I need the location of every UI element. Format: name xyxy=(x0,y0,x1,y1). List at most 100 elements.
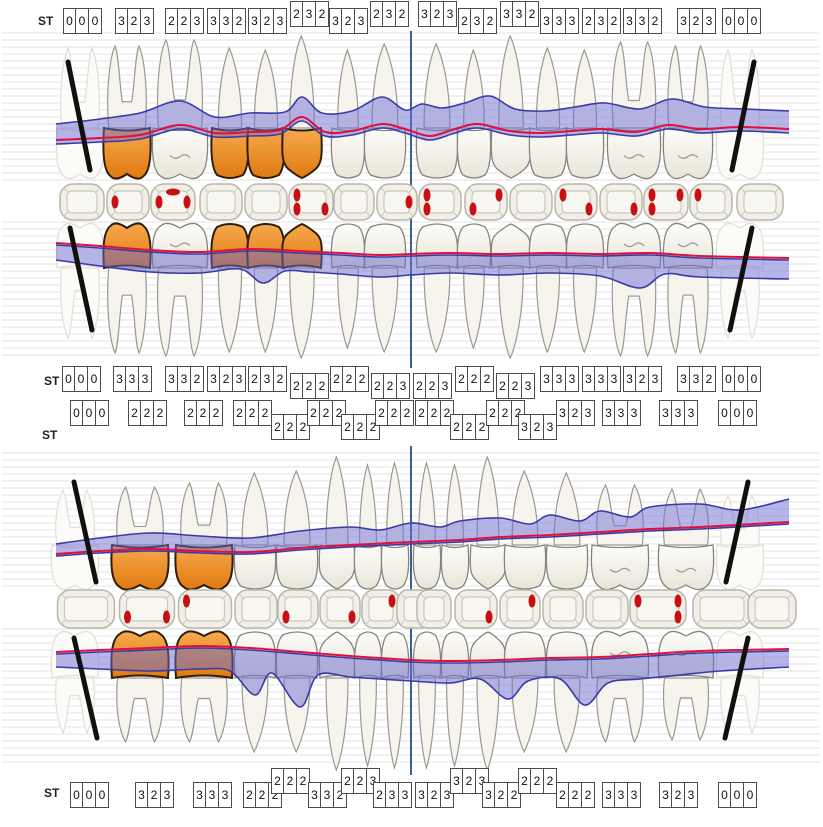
st-cell[interactable]: 2 xyxy=(271,768,284,794)
tooth-upper-palatal-7[interactable] xyxy=(330,223,366,350)
occlusal-upper-occlusal-6[interactable] xyxy=(288,183,334,221)
st-cell[interactable]: 2 xyxy=(544,768,557,794)
st-cell[interactable]: 0 xyxy=(748,8,761,34)
st-cell[interactable]: 2 xyxy=(455,366,468,392)
occlusal-lower-occlusal-4[interactable] xyxy=(234,589,278,629)
st-cell[interactable]: 3 xyxy=(207,366,220,392)
st-cell[interactable]: 0 xyxy=(735,366,748,392)
st-cell[interactable]: 3 xyxy=(602,782,615,808)
occlusal-upper-occlusal-8[interactable] xyxy=(376,183,418,221)
tooth-lower-lingual-15[interactable] xyxy=(657,487,715,591)
st-cell[interactable]: 2 xyxy=(248,366,261,392)
st-cell[interactable]: 3 xyxy=(513,1,526,27)
st-cell[interactable]: 2 xyxy=(531,768,544,794)
st-cell[interactable]: 3 xyxy=(219,782,232,808)
st-cell[interactable]: 3 xyxy=(690,366,703,392)
st-cell[interactable]: 2 xyxy=(178,8,191,34)
st-cell[interactable]: 2 xyxy=(220,366,233,392)
st-cell[interactable]: 3 xyxy=(649,366,662,392)
occlusal-lower-occlusal-7[interactable] xyxy=(361,589,401,629)
st-cell[interactable]: 3 xyxy=(415,782,428,808)
st-cell[interactable]: 0 xyxy=(70,782,83,808)
tooth-upper-palatal-13[interactable] xyxy=(565,223,605,354)
st-cell[interactable]: 2 xyxy=(354,414,367,440)
st-cell[interactable]: 2 xyxy=(290,373,303,399)
st-cell[interactable]: 3 xyxy=(399,782,412,808)
tooth-lower-lingual-8[interactable] xyxy=(380,460,410,590)
st-cell[interactable]: 3 xyxy=(233,366,246,392)
st-cell[interactable]: 3 xyxy=(636,8,649,34)
st-cell[interactable]: 3 xyxy=(303,1,316,27)
st-cell[interactable]: 2 xyxy=(307,400,320,426)
st-cell[interactable]: 2 xyxy=(261,8,274,34)
st-cell[interactable]: 2 xyxy=(316,373,329,399)
st-cell[interactable]: 2 xyxy=(690,8,703,34)
st-cell[interactable]: 2 xyxy=(210,400,223,426)
st-cell[interactable]: 0 xyxy=(83,400,96,426)
st-cell[interactable]: 2 xyxy=(128,400,141,426)
tooth-upper-palatal-5[interactable] xyxy=(246,223,286,354)
st-cell[interactable]: 2 xyxy=(508,782,521,808)
tooth-lower-lingual-5[interactable] xyxy=(275,469,319,590)
st-cell[interactable]: 3 xyxy=(628,400,641,426)
st-cell[interactable]: 3 xyxy=(677,8,690,34)
st-cell[interactable]: 3 xyxy=(608,366,621,392)
st-cell[interactable]: 0 xyxy=(718,782,731,808)
st-cell[interactable]: 2 xyxy=(428,400,441,426)
st-cell[interactable]: 2 xyxy=(486,400,499,426)
occlusal-lower-occlusal-3[interactable] xyxy=(177,589,233,629)
st-cell[interactable]: 2 xyxy=(384,373,397,399)
st-cell[interactable]: 3 xyxy=(540,8,553,34)
st-cell[interactable]: 2 xyxy=(184,400,197,426)
st-cell[interactable]: 0 xyxy=(731,782,744,808)
st-cell[interactable]: 2 xyxy=(165,8,178,34)
st-cell[interactable]: 2 xyxy=(141,400,154,426)
st-cell[interactable]: 2 xyxy=(303,373,316,399)
occlusal-upper-occlusal-5[interactable] xyxy=(244,183,288,221)
st-cell[interactable]: 3 xyxy=(582,366,595,392)
tooth-upper-palatal-6[interactable] xyxy=(281,222,323,360)
st-cell[interactable]: 2 xyxy=(526,1,539,27)
st-cell[interactable]: 3 xyxy=(450,768,463,794)
st-cell[interactable]: 2 xyxy=(703,366,716,392)
st-cell[interactable]: 2 xyxy=(431,1,444,27)
st-cell[interactable]: 2 xyxy=(413,373,426,399)
st-cell[interactable]: 3 xyxy=(595,8,608,34)
st-cell[interactable]: 3 xyxy=(126,366,139,392)
st-cell[interactable]: 0 xyxy=(96,782,109,808)
st-cell[interactable]: 2 xyxy=(481,366,494,392)
st-cell[interactable]: 2 xyxy=(463,414,476,440)
occlusal-upper-occlusal-2[interactable] xyxy=(106,183,150,221)
st-cell[interactable]: 0 xyxy=(722,8,735,34)
st-cell[interactable]: 2 xyxy=(396,1,409,27)
st-cell[interactable]: 3 xyxy=(206,782,219,808)
st-cell[interactable]: 2 xyxy=(370,1,383,27)
occlusal-upper-occlusal-1[interactable] xyxy=(59,183,105,221)
st-cell[interactable]: 3 xyxy=(274,8,287,34)
st-cell[interactable]: 3 xyxy=(522,373,535,399)
st-cell[interactable]: 3 xyxy=(602,400,615,426)
st-cell[interactable]: 2 xyxy=(388,400,401,426)
st-cell[interactable]: 2 xyxy=(148,782,161,808)
st-cell[interactable]: 0 xyxy=(744,782,757,808)
st-cell[interactable]: 3 xyxy=(553,8,566,34)
st-cell[interactable]: 0 xyxy=(748,366,761,392)
st-cell[interactable]: 2 xyxy=(375,400,388,426)
st-cell[interactable]: 2 xyxy=(468,366,481,392)
occlusal-lower-occlusal-5[interactable] xyxy=(277,589,319,629)
st-cell[interactable]: 3 xyxy=(628,782,641,808)
occlusal-upper-occlusal-12[interactable] xyxy=(554,183,598,221)
occlusal-lower-occlusal-10[interactable] xyxy=(454,589,498,629)
tooth-lower-lingual-4[interactable] xyxy=(233,471,277,590)
st-cell[interactable]: 3 xyxy=(161,782,174,808)
occlusal-lower-occlusal-12[interactable] xyxy=(542,589,584,629)
tooth-upper-palatal-4[interactable] xyxy=(210,223,250,354)
st-cell[interactable]: 2 xyxy=(233,400,246,426)
st-cell[interactable]: 2 xyxy=(316,1,329,27)
st-cell[interactable]: 2 xyxy=(426,373,439,399)
st-cell[interactable]: 3 xyxy=(418,1,431,27)
tooth-lower-lingual-7[interactable] xyxy=(353,462,383,590)
occlusal-upper-occlusal-14[interactable] xyxy=(643,183,689,221)
st-cell[interactable]: 2 xyxy=(373,782,386,808)
st-cell[interactable]: 3 xyxy=(623,366,636,392)
